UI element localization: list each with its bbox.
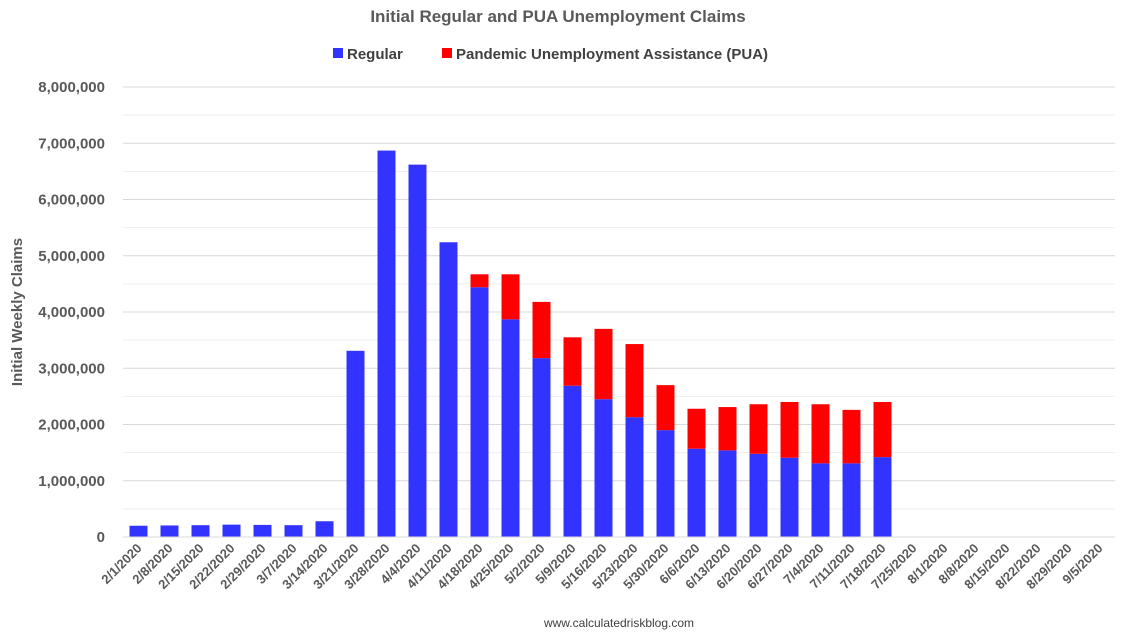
bar-regular [594, 399, 613, 537]
bars [129, 150, 892, 537]
y-tick-label: 1,000,000 [38, 473, 105, 490]
bar-regular [160, 525, 179, 537]
bar-regular [222, 524, 241, 537]
bar-regular [191, 525, 210, 537]
bar-regular [377, 150, 396, 537]
bar-regular [439, 242, 458, 537]
gridlines [123, 86, 1115, 538]
bar-pua [625, 344, 644, 418]
bar-regular [656, 430, 675, 537]
bar-regular [532, 358, 551, 537]
bar-regular [811, 463, 830, 537]
legend-label-regular: Regular [347, 46, 403, 63]
y-tick-label: 5,000,000 [38, 248, 105, 265]
bar-pua [501, 274, 520, 320]
bar-regular [625, 417, 644, 537]
source-text: www.calculatedriskblog.com [543, 616, 694, 630]
bar-regular [749, 453, 768, 537]
bar-regular [284, 525, 303, 537]
x-axis-ticks: 2/1/20202/8/20202/15/20202/22/20202/29/2… [98, 541, 1105, 593]
bar-pua [749, 404, 768, 454]
bar-pua [718, 407, 737, 451]
bar-pua [594, 328, 613, 400]
y-tick-label: 6,000,000 [38, 192, 105, 209]
bar-pua [842, 409, 861, 464]
bar-regular [563, 385, 582, 537]
bar-regular [470, 287, 489, 537]
bar-regular [718, 450, 737, 537]
y-tick-label: 7,000,000 [38, 135, 105, 152]
bar-regular [873, 457, 892, 537]
legend-swatch-regular [333, 48, 343, 58]
bar-regular [253, 524, 272, 537]
bar-pua [811, 404, 830, 464]
bar-regular [129, 525, 148, 537]
y-tick-label: 8,000,000 [38, 79, 105, 96]
bar-regular [501, 319, 520, 537]
bar-regular [842, 463, 861, 537]
chart-title: Initial Regular and PUA Unemployment Cla… [370, 7, 745, 26]
bar-regular [408, 164, 427, 537]
legend: Regular Pandemic Unemployment Assistance… [333, 46, 768, 63]
y-axis-label: Initial Weekly Claims [9, 238, 26, 386]
bar-pua [470, 274, 489, 288]
bar-pua [687, 408, 706, 449]
y-axis-ticks: 0 1,000,000 2,000,000 3,000,000 4,000,000 5,0… [38, 79, 105, 546]
bar-regular [687, 448, 706, 537]
y-tick-label: 3,000,000 [38, 360, 105, 377]
y-tick-label: 2,000,000 [38, 417, 105, 434]
bar-pua [563, 337, 582, 386]
bar-pua [780, 402, 799, 458]
bar-regular [780, 457, 799, 537]
y-tick-label: 4,000,000 [38, 304, 105, 321]
legend-label-pua: Pandemic Unemployment Assistance (PUA) [456, 46, 768, 63]
legend-swatch-pua [442, 48, 452, 58]
y-tick-label: 0 [97, 529, 105, 546]
bar-pua [656, 385, 675, 431]
bar-regular [315, 521, 334, 537]
bar-pua [532, 301, 551, 359]
bar-pua [873, 402, 892, 458]
bar-regular [346, 350, 365, 537]
